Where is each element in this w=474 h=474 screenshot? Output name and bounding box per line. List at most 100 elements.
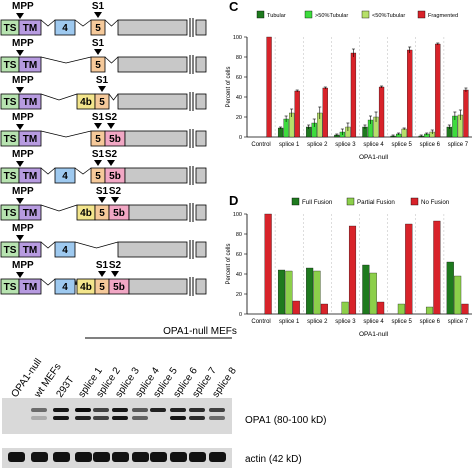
actin-band bbox=[150, 452, 167, 462]
opa1-band bbox=[93, 416, 109, 420]
splice-junction bbox=[74, 241, 119, 249]
y-tick-label: 80 bbox=[236, 55, 242, 61]
exon-label: 5 bbox=[95, 134, 101, 145]
category-label: splice 3 bbox=[335, 319, 356, 325]
exon-label: TM bbox=[23, 282, 37, 293]
s2-arrow bbox=[111, 197, 119, 203]
exon-label: 5 bbox=[95, 171, 101, 182]
chart-panel-c: C 0 20 40 60 80 100 Percent of cells Control spli… bbox=[226, 0, 472, 161]
bar-partial-fusion bbox=[313, 270, 321, 315]
s1-arrow bbox=[94, 49, 102, 55]
category-label: splice 2 bbox=[307, 142, 328, 148]
bar-no-fusion bbox=[461, 303, 469, 315]
lane-label: 293T bbox=[54, 375, 76, 400]
opa1-band bbox=[132, 408, 148, 412]
exon-box-5 bbox=[94, 93, 110, 110]
y-tick-label: 20 bbox=[236, 292, 242, 298]
splice-junction bbox=[104, 19, 119, 27]
exon-box-4 bbox=[54, 19, 76, 36]
opa1-band bbox=[53, 408, 69, 412]
y-tick-label: 100 bbox=[233, 212, 242, 218]
exon-box-tm bbox=[18, 19, 42, 36]
terminal-exon bbox=[195, 130, 207, 147]
s2-label: S2 bbox=[109, 186, 122, 197]
legend-swatch bbox=[410, 197, 419, 206]
opa1-band bbox=[75, 408, 91, 412]
exon-box-5 bbox=[90, 56, 106, 73]
opa1-band bbox=[150, 408, 166, 412]
remaining-exons bbox=[124, 130, 188, 147]
s2-label: S2 bbox=[109, 260, 122, 271]
s1-arrow bbox=[94, 123, 102, 129]
actin-band bbox=[209, 452, 226, 462]
variant-row: MPP TS TM 4 4b 5 5b S1 S2 bbox=[0, 260, 207, 296]
legend-entry: <50%Tubular bbox=[372, 13, 405, 19]
splice-junction bbox=[40, 204, 78, 212]
exon-label: TS bbox=[4, 208, 17, 219]
group-caption: OPA1-null bbox=[359, 331, 389, 338]
exon-box-tm bbox=[18, 241, 42, 258]
exon-box-5 bbox=[90, 19, 106, 36]
splice-junction bbox=[74, 278, 78, 286]
remaining-exons bbox=[128, 204, 188, 221]
legend-entry: Tubular bbox=[267, 13, 286, 19]
opa1-band bbox=[209, 408, 225, 412]
bar-fragmented bbox=[407, 49, 413, 138]
mpp-label: MPP bbox=[12, 112, 34, 123]
exon-label: 5 bbox=[99, 208, 105, 219]
terminal-exon bbox=[195, 204, 207, 221]
exon-label: TS bbox=[4, 97, 17, 108]
exon-label: TM bbox=[23, 97, 37, 108]
splice-junction bbox=[40, 278, 56, 286]
s1-label: S1 bbox=[96, 75, 109, 86]
exon-box-tm bbox=[18, 130, 42, 147]
mpp-arrow bbox=[16, 13, 24, 19]
variant-row: MPP TS TM 4 bbox=[0, 223, 207, 259]
bar-no-fusion bbox=[320, 303, 328, 315]
exon-label: TS bbox=[4, 134, 17, 145]
s1-label: S1 bbox=[92, 149, 105, 160]
splice-junction bbox=[40, 93, 78, 101]
exon-label: TM bbox=[23, 134, 37, 145]
actin-band bbox=[31, 452, 48, 462]
s1-arrow bbox=[94, 160, 102, 166]
terminal-exon bbox=[195, 56, 207, 73]
exon-label: TS bbox=[4, 282, 17, 293]
legend-entry: No Fusion bbox=[421, 199, 450, 206]
terminal-exon bbox=[195, 19, 207, 36]
remaining-exons bbox=[117, 19, 188, 36]
legend-swatch bbox=[304, 10, 313, 19]
s1-label: S1 bbox=[96, 260, 109, 271]
exon-label: 4 bbox=[62, 171, 68, 182]
y-axis-label: Percent of cells bbox=[226, 66, 232, 107]
mpp-label: MPP bbox=[12, 186, 34, 197]
actin-band bbox=[8, 452, 25, 462]
exon-label: TM bbox=[23, 60, 37, 71]
terminal-exon bbox=[195, 93, 207, 110]
splice-junction bbox=[40, 130, 92, 138]
s1-arrow bbox=[94, 12, 102, 18]
s2-label: S2 bbox=[105, 112, 118, 123]
bar-partial-fusion bbox=[285, 270, 293, 315]
variant-row: MPP TS TM 4b 5 5b S1 S2 bbox=[0, 186, 207, 222]
bar-partial-fusion bbox=[341, 301, 349, 315]
exon-box-tm bbox=[18, 56, 42, 73]
remaining-exons bbox=[124, 167, 188, 184]
exon-label: 5b bbox=[109, 171, 121, 182]
y-tick-label: 100 bbox=[233, 35, 242, 41]
exon-label: TS bbox=[4, 245, 17, 256]
variant-row: MPP TS TM 5 5b S1 S2 bbox=[0, 112, 207, 148]
opa1-band bbox=[112, 408, 128, 412]
mpp-arrow bbox=[16, 50, 24, 56]
mpp-arrow bbox=[16, 198, 24, 204]
splice-junction bbox=[40, 167, 56, 175]
remaining-exons bbox=[117, 241, 188, 258]
band-label-opa1: OPA1 (80-100 kD) bbox=[245, 415, 327, 426]
bar-full-fusion bbox=[306, 267, 314, 315]
bar-fragmented bbox=[322, 87, 328, 138]
bar-partial-fusion bbox=[397, 303, 405, 315]
exon-label: 5 bbox=[95, 23, 101, 34]
exon-label: TM bbox=[23, 208, 37, 219]
bar-fragmented bbox=[294, 90, 300, 138]
category-label: splice 4 bbox=[363, 319, 384, 325]
